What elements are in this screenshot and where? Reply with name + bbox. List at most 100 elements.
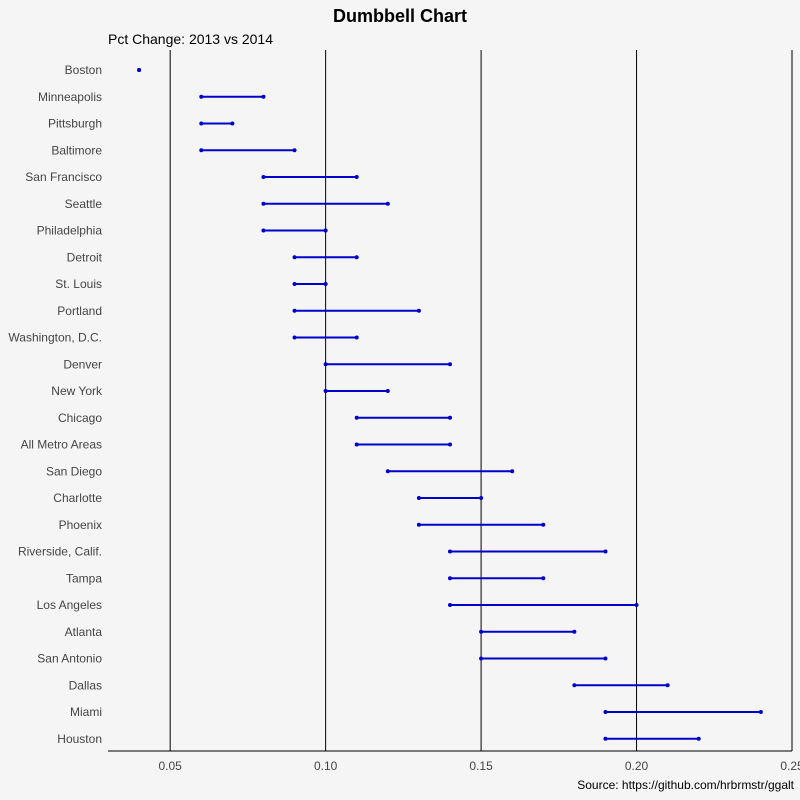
- point-2013: [292, 255, 297, 260]
- point-2014: [541, 576, 546, 581]
- y-tick-label: Portland: [57, 304, 102, 318]
- dumbbell: [448, 576, 546, 581]
- point-2014: [292, 148, 297, 153]
- point-2014: [541, 522, 546, 527]
- y-tick-label: Houston: [57, 732, 102, 746]
- point-2013: [261, 228, 266, 233]
- point-2013: [323, 389, 328, 393]
- point-2013: [292, 282, 297, 286]
- y-tick-label: Los Angeles: [37, 598, 102, 612]
- point-2013: [385, 469, 390, 474]
- point-2014: [137, 68, 142, 72]
- y-tick-label: Washington, D.C.: [8, 331, 102, 345]
- x-tick-label: 0.20: [625, 759, 649, 773]
- point-2014: [416, 308, 421, 313]
- x-tick-label: 0.15: [469, 759, 493, 773]
- point-2014: [230, 121, 235, 126]
- grid-layer: [169, 50, 793, 751]
- y-tick-label: Boston: [65, 63, 102, 77]
- y-tick-label: Seattle: [65, 197, 103, 211]
- y-tick-label: Riverside, Calif.: [18, 545, 102, 559]
- point-2014: [385, 201, 390, 206]
- y-tick-label: Pittsburgh: [48, 117, 102, 131]
- dumbbell: [385, 469, 515, 474]
- chart-caption: Source: https://github.com/hrbrmstr/ggal…: [577, 778, 794, 792]
- dumbbell: [323, 389, 390, 393]
- dumbbell: [261, 175, 359, 179]
- dumbbell: [416, 496, 484, 500]
- point-2014: [603, 656, 608, 661]
- y-tick-label: San Francisco: [25, 170, 102, 184]
- point-2013: [448, 603, 452, 607]
- point-2014: [479, 496, 484, 500]
- point-2013: [603, 736, 608, 741]
- y-tick-label: Charlotte: [53, 491, 102, 505]
- dumbbell: [479, 656, 608, 661]
- dumbbell: [292, 335, 359, 340]
- dumbbell: [603, 710, 763, 714]
- y-tick-label: Detroit: [67, 250, 103, 264]
- y-tick-label: Philadelphia: [37, 224, 103, 238]
- point-2014: [354, 175, 359, 179]
- chart-title: Dumbbell Chart: [332, 6, 467, 26]
- point-2014: [354, 255, 359, 260]
- point-2013: [416, 496, 421, 500]
- point-2014: [261, 94, 266, 99]
- point-2013: [603, 710, 608, 714]
- dumbbell: [199, 94, 266, 99]
- y-tick-label: New York: [51, 384, 103, 398]
- dumbbell: [479, 629, 577, 634]
- point-2013: [479, 629, 484, 634]
- point-2013: [354, 442, 359, 447]
- y-tick-label: Atlanta: [65, 625, 103, 639]
- x-tick-labels: 0.05 0.10 0.15 0.20 0.25: [159, 759, 800, 773]
- dumbbell: [261, 201, 390, 206]
- point-2014: [603, 549, 608, 554]
- dumbbell: [572, 683, 670, 688]
- point-2013: [199, 121, 204, 126]
- y-tick-labels: Boston Minneapolis Pittsburgh Baltimore San …: [8, 63, 103, 746]
- dumbbell: [603, 736, 701, 741]
- point-2013: [572, 683, 577, 688]
- point-2013: [448, 576, 452, 581]
- y-tick-label: All Metro Areas: [21, 438, 102, 452]
- point-2013: [354, 415, 359, 420]
- point-2013: [416, 522, 421, 527]
- point-2013: [292, 308, 297, 313]
- y-tick-label: San Diego: [46, 464, 102, 478]
- point-2014: [696, 736, 701, 741]
- point-2014: [448, 362, 452, 367]
- dumbbell: [199, 121, 235, 126]
- point-2013: [199, 94, 204, 99]
- dumbbell: [416, 522, 546, 527]
- point-2014: [634, 603, 639, 607]
- x-tick-label: 0.10: [314, 759, 338, 773]
- point-2014: [510, 469, 515, 474]
- point-2014: [665, 683, 670, 688]
- dumbbell: [354, 442, 452, 447]
- point-2014: [448, 442, 452, 447]
- y-tick-label: St. Louis: [55, 277, 102, 291]
- x-tick-label: 0.25: [780, 759, 800, 773]
- point-2013: [292, 335, 297, 340]
- point-2013: [323, 362, 328, 367]
- dumbbell: [323, 362, 452, 367]
- x-tick-label: 0.05: [159, 759, 183, 773]
- y-tick-label: Chicago: [58, 411, 102, 425]
- dumbbell: [261, 228, 328, 233]
- point-2014: [758, 710, 763, 714]
- y-tick-label: Dallas: [69, 678, 102, 692]
- dumbbell: [292, 255, 359, 260]
- point-2014: [572, 629, 577, 634]
- dumbbell: [354, 415, 452, 420]
- point-2014: [385, 389, 390, 393]
- point-2014: [323, 282, 328, 286]
- point-2013: [479, 656, 484, 661]
- chart-subtitle: Pct Change: 2013 vs 2014: [108, 31, 274, 47]
- dumbbell: [137, 68, 142, 72]
- y-tick-label: Phoenix: [59, 518, 102, 532]
- dumbbell: [292, 282, 328, 286]
- point-2013: [199, 148, 204, 153]
- y-tick-label: Baltimore: [51, 143, 102, 157]
